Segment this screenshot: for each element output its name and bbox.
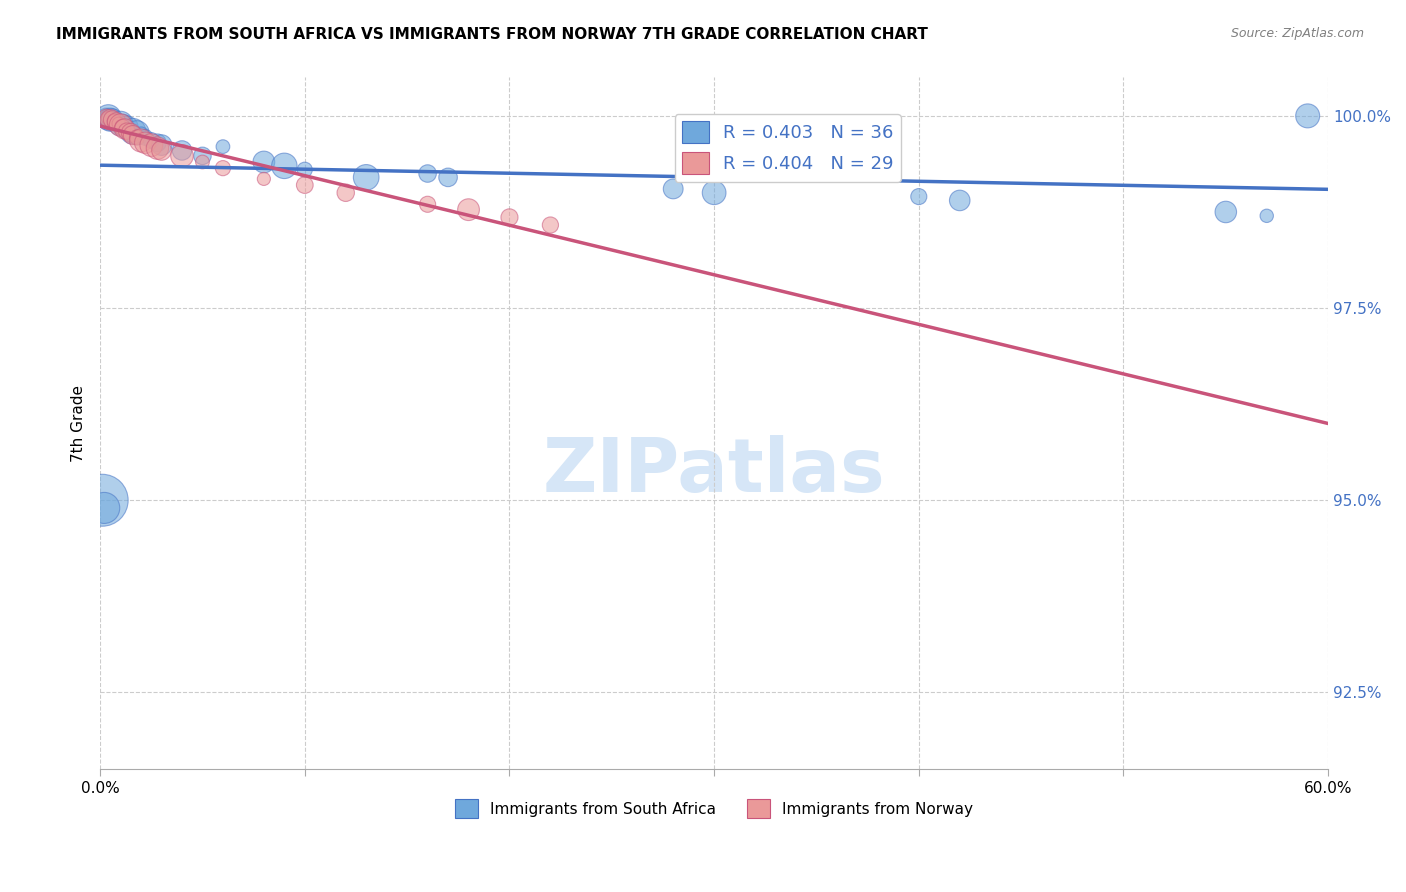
Point	[457, 202, 479, 217]
Point	[125, 126, 148, 140]
Point	[150, 138, 173, 153]
Text: ZIPatlas: ZIPatlas	[543, 435, 886, 508]
Point	[120, 126, 142, 140]
Point	[703, 186, 725, 200]
Point	[253, 172, 276, 186]
Point	[335, 186, 357, 200]
Point	[191, 155, 214, 169]
Point	[170, 144, 193, 158]
Point	[416, 167, 439, 181]
Point	[101, 112, 124, 127]
Text: Source: ZipAtlas.com: Source: ZipAtlas.com	[1230, 27, 1364, 40]
Point	[97, 111, 120, 125]
Point	[105, 114, 128, 128]
Point	[662, 182, 685, 196]
Point	[96, 111, 118, 125]
Point	[253, 155, 276, 169]
Point	[97, 111, 120, 125]
Point	[294, 178, 316, 192]
Point	[98, 112, 121, 127]
Point	[150, 144, 173, 158]
Point	[141, 138, 163, 153]
Point	[1256, 209, 1278, 223]
Point	[107, 117, 129, 131]
Point	[1296, 109, 1319, 123]
Point	[110, 117, 132, 131]
Point	[538, 218, 561, 232]
Point	[146, 141, 169, 155]
Point	[115, 124, 138, 138]
Point	[907, 189, 929, 203]
Point	[949, 194, 972, 208]
Text: IMMIGRANTS FROM SOUTH AFRICA VS IMMIGRANTS FROM NORWAY 7TH GRADE CORRELATION CHA: IMMIGRANTS FROM SOUTH AFRICA VS IMMIGRAN…	[56, 27, 928, 42]
Point	[354, 170, 377, 185]
Point	[294, 162, 316, 177]
Point	[120, 122, 142, 136]
Point	[103, 114, 125, 128]
Point	[273, 159, 295, 173]
Point	[437, 170, 460, 185]
Point	[122, 128, 145, 142]
Point	[212, 161, 235, 176]
Point	[1215, 205, 1237, 219]
Point	[125, 130, 148, 145]
Point	[170, 149, 193, 163]
Point	[101, 112, 124, 127]
Point	[416, 197, 439, 211]
Point	[134, 136, 156, 150]
Point	[103, 112, 125, 127]
Y-axis label: 7th Grade: 7th Grade	[72, 384, 86, 462]
Point	[93, 500, 115, 515]
Point	[498, 211, 520, 225]
Point	[107, 115, 129, 129]
Point	[212, 139, 235, 153]
Point	[115, 120, 138, 135]
Point	[110, 118, 132, 132]
Point	[191, 149, 214, 163]
Point	[129, 133, 152, 147]
Point	[146, 136, 169, 150]
Legend: Immigrants from South Africa, Immigrants from Norway: Immigrants from South Africa, Immigrants…	[449, 793, 979, 824]
Point	[91, 493, 114, 508]
Point	[122, 124, 145, 138]
Point	[111, 118, 134, 132]
Point	[111, 120, 134, 135]
Point	[96, 111, 118, 125]
Point	[98, 112, 121, 127]
Point	[105, 115, 128, 129]
Point	[141, 133, 163, 147]
Point	[129, 128, 152, 142]
Point	[134, 130, 156, 145]
Point	[114, 122, 136, 136]
